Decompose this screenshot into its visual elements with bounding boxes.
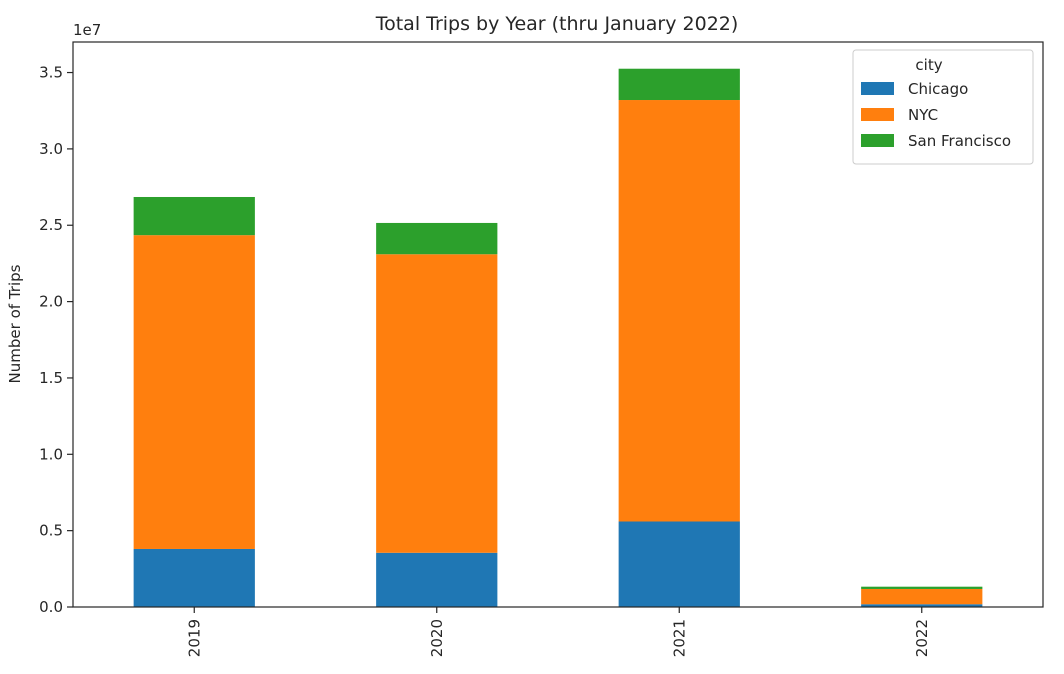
legend-box [852, 49, 1034, 165]
y-tick-label: 3.5 [39, 64, 63, 82]
x-tick-label-2020: 2020 [428, 619, 446, 657]
y-tick-label: 0.0 [39, 598, 63, 616]
y-tick-label: 1.5 [39, 369, 63, 387]
legend-label-san-francisco: San Francisco [908, 132, 1011, 150]
bar-san-francisco-2022 [861, 586, 983, 589]
x-axis: 2019 2020 2021 2022 [185, 607, 931, 657]
x-tick-label-2021: 2021 [670, 619, 688, 657]
y-tick-label: 2.5 [39, 216, 63, 234]
y-tick-label: 2.0 [39, 293, 63, 311]
legend-label-chicago: Chicago [908, 80, 968, 98]
bar-san-francisco-2021 [618, 68, 740, 101]
legend-swatch-san-francisco [861, 134, 894, 147]
y-axis-label: Number of Trips [6, 264, 24, 383]
bar-nyc-2019 [133, 235, 255, 549]
chart-title: Total Trips by Year (thru January 2022) [375, 13, 739, 35]
bars-layer [133, 68, 983, 607]
y-axis: 0.0 0.5 1.0 1.5 2.0 2.5 3.0 3.5 [39, 64, 73, 616]
bar-san-francisco-2020 [376, 222, 498, 255]
bar-nyc-2022 [861, 588, 983, 605]
y-tick-label: 1.0 [39, 445, 63, 463]
legend-label-nyc: NYC [908, 106, 938, 124]
bar-chicago-2021 [618, 521, 740, 607]
legend-swatch-chicago [861, 82, 894, 95]
plot-frame [72, 41, 1044, 608]
legend: city Chicago NYC San Francisco [852, 49, 1034, 165]
bar-nyc-2021 [618, 100, 740, 522]
bar-chicago-2019 [133, 548, 255, 607]
bar-chicago-2022 [861, 604, 983, 607]
bar-san-francisco-2019 [133, 196, 255, 236]
bar-chicago-2020 [376, 552, 498, 607]
y-tick-label: 3.0 [39, 140, 63, 158]
legend-swatch-nyc [861, 108, 894, 121]
y-tick-label: 0.5 [39, 522, 63, 540]
x-tick-label-2022: 2022 [913, 619, 931, 657]
x-tick-label-2019: 2019 [185, 619, 203, 657]
bar-nyc-2020 [376, 254, 498, 553]
y-axis-offset-text: 1e7 [73, 21, 101, 39]
legend-title: city [915, 56, 942, 74]
